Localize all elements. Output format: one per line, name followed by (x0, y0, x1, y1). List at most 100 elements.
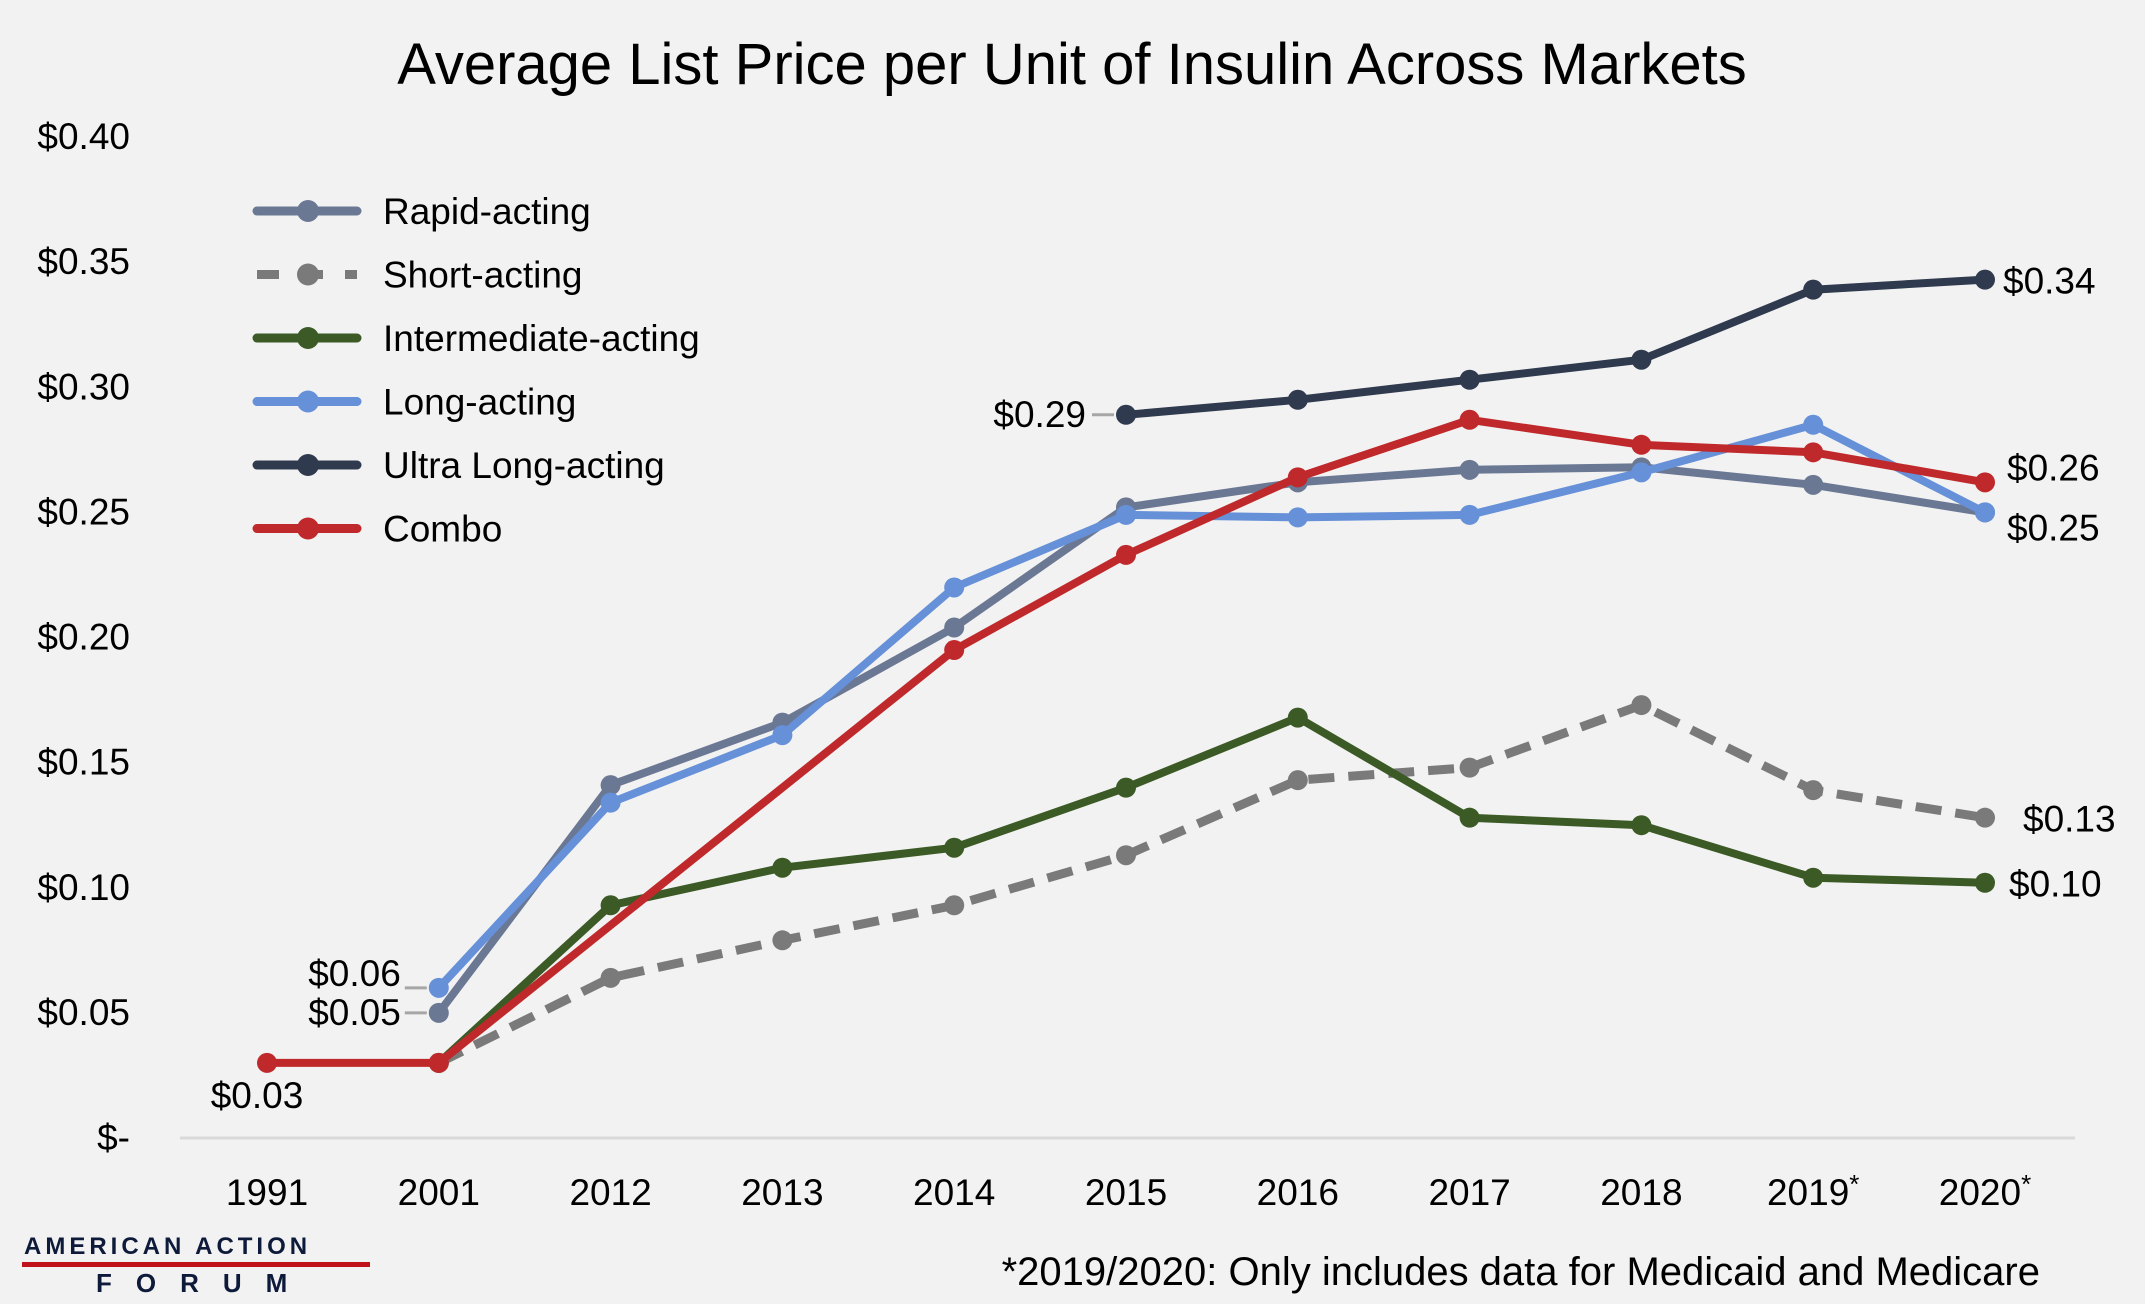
data-label: $0.03 (211, 1075, 304, 1116)
data-point-intermediate-acting (1975, 872, 1995, 893)
legend: Rapid-acting Short-acting Intermediate-act… (252, 191, 700, 550)
series-intermediate-acting (428, 707, 1995, 1073)
y-axis: $- $0.05 $0.10 $0.15 $0.20 $0.25 $0.30 $0.35 $0.… (37, 116, 130, 1158)
x-tick-label: 2017 (1428, 1172, 1510, 1213)
series-line-short-acting (436, 700, 1986, 1067)
data-point-intermediate-acting (600, 895, 621, 916)
data-point-long-acting (1631, 462, 1652, 483)
data-point-long-acting (600, 792, 621, 813)
data-point-short-acting (1116, 845, 1136, 866)
series-ultra-long-acting (1116, 269, 1995, 425)
data-point-long-acting (1459, 504, 1480, 525)
x-tick-label: 2018 (1600, 1172, 1682, 1213)
aaf-logo: AMERICAN ACTION FORUM (22, 1233, 370, 1298)
data-point-ultra-long-acting (1631, 349, 1652, 370)
legend-label: Combo (383, 509, 502, 550)
x-tick-label: 1991 (226, 1172, 308, 1213)
series-long-acting (428, 414, 1995, 998)
data-point-short-acting (772, 930, 793, 951)
data-point-rapid-acting (600, 775, 621, 796)
legend-swatch-marker (297, 200, 319, 222)
data-point-ultra-long-acting (1116, 404, 1136, 425)
series-group (257, 269, 1995, 1073)
series-rapid-acting (428, 457, 1995, 1023)
data-point-short-acting (1975, 807, 1995, 828)
data-label: $0.29 (993, 394, 1086, 435)
legend-swatch-marker (297, 390, 319, 413)
data-point-rapid-acting (1803, 474, 1824, 495)
legend-item-intermediate-acting: Intermediate-acting (252, 318, 700, 359)
data-point-long-acting (944, 577, 965, 598)
legend-item-combo: Combo (252, 509, 502, 550)
legend-label: Rapid-acting (383, 191, 591, 232)
legend-item-rapid-acting: Rapid-acting (252, 191, 591, 232)
data-point-rapid-acting (1459, 459, 1480, 480)
series-line-long-acting (435, 420, 1987, 991)
data-point-combo (257, 1052, 277, 1073)
legend-item-ultra-long-acting: Ultra Long-acting (252, 445, 665, 486)
data-label: $0.05 (308, 992, 401, 1033)
data-point-ultra-long-acting (1287, 389, 1308, 410)
legend-swatch-marker (297, 327, 319, 349)
data-label: $0.13 (2023, 799, 2116, 840)
legend-item-long-acting: Long-acting (252, 382, 576, 423)
data-point-long-acting (1287, 507, 1308, 528)
data-point-combo (428, 1052, 449, 1073)
data-point-intermediate-acting (772, 857, 793, 878)
data-point-long-acting (1803, 414, 1824, 435)
x-tick-label: 2016 (1257, 1172, 1339, 1213)
y-tick-label: $0.40 (37, 116, 130, 157)
footnote: *2019/2020: Only includes data for Medic… (1002, 1250, 2040, 1294)
data-label: $0.34 (2003, 261, 2096, 302)
legend-label: Long-acting (383, 382, 576, 423)
y-tick-label: $0.35 (37, 241, 130, 282)
data-point-rapid-acting (944, 617, 965, 638)
y-tick-label: $0.30 (37, 366, 130, 407)
x-tick-label: 2020* (1939, 1169, 2031, 1213)
x-tick-label: 2012 (569, 1172, 651, 1213)
x-tick-label: 2019* (1767, 1169, 1859, 1213)
data-label: $0.26 (2007, 447, 2100, 488)
x-tick-label: 2014 (913, 1172, 995, 1213)
legend-swatch-marker (297, 454, 319, 476)
y-tick-label: $0.20 (37, 617, 130, 658)
series-line-rapid-acting (435, 463, 1986, 1016)
x-tick-label: 2013 (741, 1172, 823, 1213)
data-point-intermediate-acting (944, 837, 965, 858)
y-tick-label: $0.25 (37, 491, 130, 532)
x-tick-label: 2015 (1085, 1172, 1167, 1213)
data-point-combo (1287, 467, 1308, 488)
data-point-intermediate-acting (1287, 707, 1308, 728)
data-point-short-acting (944, 895, 965, 916)
data-point-long-acting (1975, 502, 1995, 523)
legend-item-short-acting: Short-acting (257, 255, 583, 296)
chart-title: Average List Price per Unit of Insulin A… (397, 32, 1747, 97)
data-point-combo (1116, 544, 1136, 565)
legend-swatch-marker (297, 517, 319, 540)
series-line-ultra-long-acting (1125, 275, 1986, 419)
data-point-intermediate-acting (1116, 777, 1136, 798)
data-point-short-acting (1459, 757, 1480, 778)
series-line-intermediate-acting (436, 713, 1986, 1066)
data-point-short-acting (1287, 770, 1308, 791)
legend-label: Ultra Long-acting (383, 445, 665, 486)
legend-label: Intermediate-acting (383, 318, 700, 359)
data-label: $0.06 (308, 953, 401, 994)
data-label: $0.25 (2007, 507, 2100, 548)
series-combo (257, 409, 1995, 1073)
y-tick-label: $0.15 (37, 742, 130, 783)
data-point-ultra-long-acting (1459, 369, 1480, 390)
data-point-intermediate-acting (1803, 867, 1824, 888)
series-short-acting (428, 695, 1995, 1073)
data-point-ultra-long-acting (1975, 269, 1995, 290)
data-point-combo (1459, 409, 1480, 430)
x-tick-label: 2001 (398, 1172, 480, 1213)
data-labels: $0.03 $0.05$0.06 $0.29 $0.34 $0.26 $0.25 $0.13… (211, 261, 2116, 1116)
data-point-short-acting (1631, 695, 1652, 716)
logo-line1: AMERICAN ACTION (24, 1233, 311, 1260)
y-tick-label: $0.05 (37, 992, 130, 1033)
data-point-short-acting (1803, 780, 1824, 801)
y-tick-label: $- (97, 1117, 130, 1158)
data-point-long-acting (772, 725, 793, 746)
